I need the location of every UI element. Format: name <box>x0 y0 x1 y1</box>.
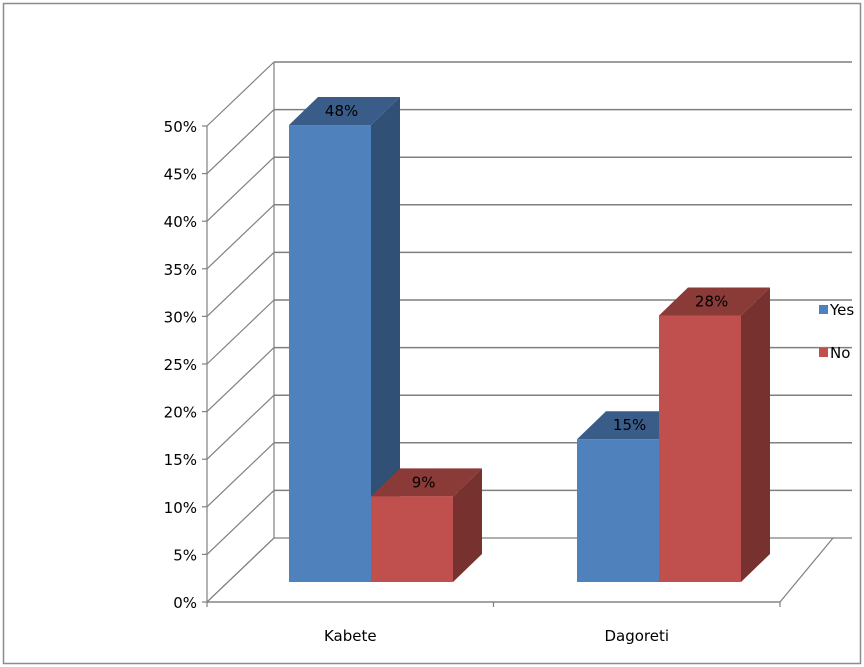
side-gridline <box>206 109 275 175</box>
legend-swatch <box>819 305 828 314</box>
x-tick-label: Dagoreti <box>604 627 669 645</box>
bar-top <box>659 287 770 316</box>
bar-side <box>741 287 770 582</box>
bar-front <box>577 439 659 582</box>
side-gridline <box>206 251 275 317</box>
bar-yes-kabete <box>289 97 400 582</box>
y-tick-label: 40% <box>164 213 197 231</box>
y-tick-label: 5% <box>173 546 197 564</box>
data-labels: 48% 15% 9% 28% <box>325 102 728 491</box>
y-tick-label: 15% <box>164 451 197 469</box>
side-gridline <box>206 204 275 270</box>
axes: 0% 5% 10% 15% 20% 25% 30% 35% 40% 45% 50% Kabete Dag… <box>164 118 781 645</box>
side-gridline <box>206 156 275 222</box>
bar-no-dagoreti <box>659 287 770 582</box>
x-tick-label: Kabete <box>324 627 377 645</box>
side-gridline <box>206 347 275 413</box>
y-tick-label: 45% <box>164 166 197 184</box>
side-gridline <box>206 61 275 127</box>
data-label: 48% <box>325 102 358 120</box>
y-tick-label: 30% <box>164 308 197 326</box>
side-gridline <box>206 489 275 555</box>
bar-front <box>659 315 741 582</box>
data-label: 9% <box>412 473 436 491</box>
side-gridline <box>206 299 275 365</box>
bars <box>289 97 770 582</box>
bar-front <box>371 496 453 582</box>
bar-top <box>289 97 400 126</box>
bar-front <box>289 125 371 582</box>
side-gridline <box>206 442 275 508</box>
bar-no-kabete <box>371 468 482 582</box>
bar-side <box>371 97 400 582</box>
legend-swatch <box>819 348 828 357</box>
bar-side <box>453 468 482 582</box>
y-tick-label: 20% <box>164 404 197 422</box>
y-tick-label: 25% <box>164 356 197 374</box>
side-gridline <box>206 394 275 460</box>
data-label: 28% <box>695 292 728 310</box>
y-tick-label: 0% <box>173 594 197 612</box>
data-label: 15% <box>613 416 646 434</box>
y-tick-label: 10% <box>164 499 197 517</box>
y-tick-label: 35% <box>164 261 197 279</box>
y-tick-label: 50% <box>164 118 197 136</box>
bar-top <box>371 468 482 497</box>
legend-label: No <box>830 344 850 362</box>
legend-label: Yes <box>829 301 854 319</box>
legend: Yes No <box>819 301 854 362</box>
